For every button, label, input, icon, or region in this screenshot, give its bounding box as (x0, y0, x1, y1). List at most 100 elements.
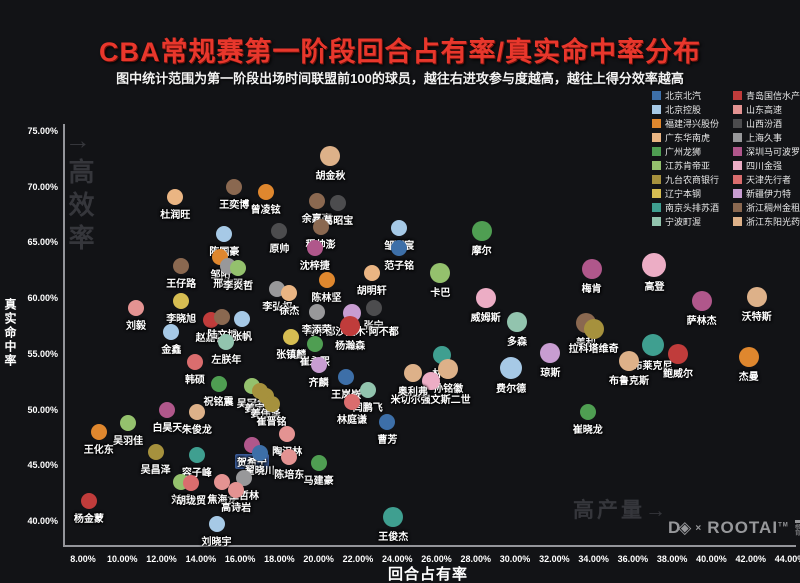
scatter-point[interactable] (310, 357, 327, 373)
scatter-point[interactable] (540, 342, 561, 363)
scatter-point[interactable] (218, 333, 235, 350)
scatter-point[interactable] (208, 516, 225, 533)
legend-item[interactable]: 北京控股 (652, 102, 731, 116)
scatter-point[interactable] (167, 188, 184, 205)
scatter-point[interactable] (230, 260, 247, 277)
scatter-point[interactable] (186, 353, 203, 370)
scatter-point[interactable] (310, 455, 327, 472)
scatter-point[interactable] (579, 403, 596, 420)
scatter-point[interactable] (308, 303, 325, 320)
scatter-point[interactable] (236, 469, 253, 486)
legend-item[interactable]: 浙江东阳光药 (733, 214, 800, 228)
scatter-point[interactable] (251, 445, 268, 462)
scatter-point[interactable] (475, 288, 496, 309)
y-axis-tick: 50.00% (27, 404, 58, 415)
legend-item[interactable]: 新疆伊力特 (733, 186, 800, 200)
scatter-point[interactable] (173, 293, 190, 310)
scatter-point[interactable] (583, 319, 604, 340)
scatter-point[interactable] (391, 219, 408, 236)
scatter-point[interactable] (746, 287, 767, 308)
point-label: 高登 (644, 281, 665, 293)
scatter-point[interactable] (147, 443, 164, 460)
legend-item[interactable]: 江苏肯帝亚 (652, 158, 731, 172)
scatter-point[interactable] (344, 393, 361, 410)
legend-item[interactable]: 深圳马可波罗 (733, 144, 800, 158)
scatter-point[interactable] (438, 359, 459, 380)
legend-item[interactable]: 上海久事 (733, 130, 800, 144)
scatter-point[interactable] (340, 316, 361, 336)
scatter-point[interactable] (383, 506, 404, 527)
logo-x-separator: × (695, 522, 702, 534)
point-label: 沃特斯 (741, 312, 772, 324)
scatter-point[interactable] (421, 371, 440, 390)
scatter-point[interactable] (263, 396, 280, 412)
legend-item[interactable]: 北京北汽 (652, 88, 731, 102)
scatter-point[interactable] (306, 240, 323, 256)
scatter-point[interactable] (430, 262, 451, 283)
chart-subtitle: 图中统计范围为第一阶段出场时间联盟前100的球员，越往右进攻参与度越高，越往上得… (116, 71, 684, 86)
scatter-point[interactable] (320, 145, 341, 166)
point-label: 邹阳 (210, 269, 231, 281)
scatter-point[interactable] (500, 357, 523, 380)
scatter-point[interactable] (668, 343, 689, 364)
legend-item[interactable]: 山东高速 (733, 102, 800, 116)
scatter-point[interactable] (128, 300, 145, 317)
legend-item[interactable]: 青岛国信水产 (733, 88, 800, 102)
legend-item[interactable]: 广东华南虎 (652, 130, 731, 144)
scatter-point[interactable] (228, 481, 245, 498)
scatter-point[interactable] (691, 291, 712, 312)
scatter-point[interactable] (308, 193, 325, 210)
legend-item[interactable]: 九台农商银行 (652, 172, 731, 186)
scatter-point[interactable] (391, 240, 408, 256)
scatter-point[interactable] (80, 492, 97, 509)
scatter-point[interactable] (318, 272, 335, 289)
point-label: 刘威 (171, 495, 192, 506)
scatter-point[interactable] (379, 413, 396, 430)
scatter-point[interactable] (581, 259, 602, 280)
scatter-point[interactable] (471, 221, 492, 242)
scatter-point[interactable] (641, 333, 664, 356)
scatter-point[interactable] (173, 257, 190, 274)
scatter-point[interactable] (359, 381, 376, 398)
legend-item[interactable]: 南京头排苏酒 (652, 200, 731, 214)
scatter-point[interactable] (271, 223, 288, 240)
scatter-point[interactable] (120, 414, 137, 431)
legend-item[interactable]: 浙江稠州金租 (733, 200, 800, 214)
scatter-point[interactable] (214, 309, 231, 326)
scatter-point[interactable] (330, 195, 347, 212)
scatter-point[interactable] (210, 375, 227, 392)
scatter-point[interactable] (507, 311, 528, 332)
legend-item[interactable]: 天津先行者 (733, 172, 800, 186)
scatter-point[interactable] (183, 475, 199, 492)
legend-item[interactable]: 山西汾酒 (733, 116, 800, 130)
scatter-point[interactable] (159, 401, 176, 418)
legend-item[interactable]: 广州龙狮 (652, 144, 731, 158)
scatter-point[interactable] (257, 184, 274, 201)
legend-item[interactable]: 四川金强 (733, 158, 800, 172)
scatter-point[interactable] (738, 347, 759, 368)
scatter-point[interactable] (281, 284, 298, 301)
scatter-point[interactable] (188, 403, 205, 420)
scatter-point[interactable] (188, 447, 205, 464)
scatter-point[interactable] (216, 225, 233, 242)
x-axis-tick: 8.00% (70, 554, 96, 564)
scatter-point[interactable] (163, 323, 180, 340)
scatter-point[interactable] (338, 369, 355, 386)
scatter-point[interactable] (279, 426, 296, 443)
scatter-point[interactable] (283, 329, 300, 346)
scatter-point[interactable] (403, 363, 422, 382)
scatter-point[interactable] (363, 264, 380, 281)
scatter-point[interactable] (306, 335, 323, 352)
scatter-point[interactable] (365, 300, 382, 317)
scatter-point[interactable] (642, 252, 667, 277)
legend-item[interactable]: 宁波町渥 (652, 214, 731, 228)
scatter-point[interactable] (90, 423, 107, 440)
scatter-point[interactable] (234, 311, 251, 328)
legend-item[interactable]: 辽宁本钢 (652, 186, 731, 200)
legend-item[interactable]: 福建浔兴股份 (652, 116, 731, 130)
scatter-point[interactable] (226, 178, 243, 195)
scatter-point[interactable] (214, 474, 231, 490)
scatter-point[interactable] (312, 218, 329, 235)
scatter-point[interactable] (618, 350, 639, 371)
scatter-point[interactable] (281, 449, 298, 466)
